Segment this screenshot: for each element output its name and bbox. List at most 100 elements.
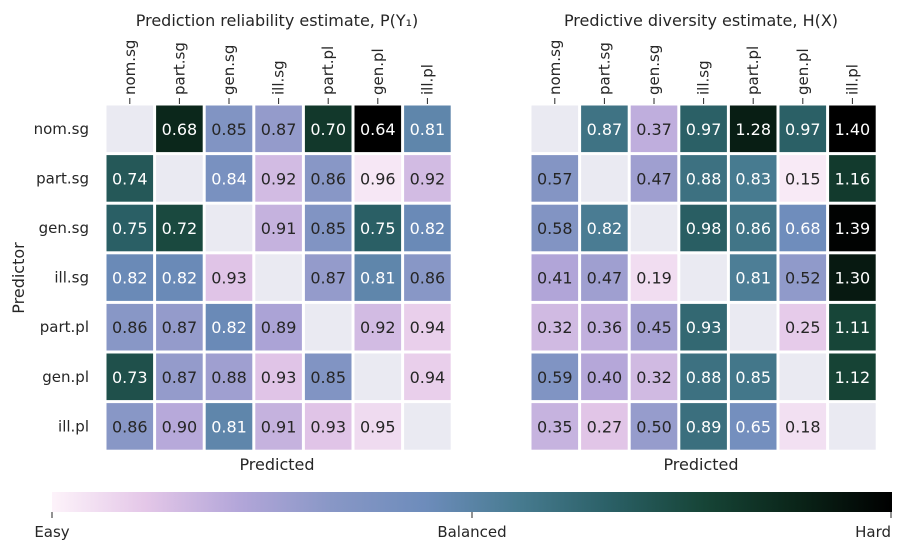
cell-part.pl-ill.pl-label: 1.11 <box>835 318 871 337</box>
cell-ill.sg-gen.pl-label: 0.52 <box>785 269 821 288</box>
cell-ill.sg-ill.pl-label: 0.86 <box>410 269 446 288</box>
cell-ill.sg-nom.sg-label: 0.82 <box>112 269 148 288</box>
cell-part.pl-gen.sg <box>630 303 678 351</box>
cell-part.sg-gen.sg-label: 0.84 <box>211 169 247 188</box>
colorbar-gradient <box>52 492 892 512</box>
cell-gen.sg-ill.sg <box>255 204 302 252</box>
cell-gen.sg-nom.sg <box>106 204 154 252</box>
cell-ill.sg-part.sg <box>156 254 203 301</box>
x-tick-label-gen.pl: gen.pl <box>794 48 812 95</box>
cell-gen.sg-gen.sg-empty <box>205 204 253 252</box>
cell-part.sg-gen.pl-label: 0.96 <box>360 169 396 188</box>
cell-gen.pl-part.sg-label: 0.40 <box>587 368 623 387</box>
x-tick-label-ill.pl: ill.pl <box>843 64 861 95</box>
cell-ill.pl-part.pl-label: 0.93 <box>310 417 346 436</box>
x-tick-label-part.pl: part.pl <box>319 46 337 95</box>
cell-gen.pl-nom.sg <box>106 353 154 401</box>
y-tick-labels-reliability: nom.sg part.sg gen.sg ill.sg part.pl gen.pl il… <box>34 120 89 436</box>
cell-ill.pl-part.sg <box>156 403 203 450</box>
chart-title-diversity: Predictive diversity estimate, H(X) <box>564 11 838 30</box>
cell-part.sg-ill.sg-label: 0.92 <box>261 169 297 188</box>
cell-ill.pl-nom.sg-label: 0.35 <box>537 417 573 436</box>
cell-part.pl-gen.pl-label: 0.92 <box>360 318 396 337</box>
cell-ill.sg-ill.sg-empty <box>680 254 727 301</box>
cell-part.sg-nom.sg-label: 0.74 <box>112 169 148 188</box>
cell-part.pl-gen.pl <box>354 303 402 351</box>
cell-part.sg-ill.pl <box>404 155 451 202</box>
cell-ill.pl-gen.pl-label: 0.95 <box>360 417 396 436</box>
cell-gen.pl-part.pl-label: 0.85 <box>735 368 771 387</box>
cell-nom.sg-ill.pl-label: 0.81 <box>410 120 446 139</box>
cell-part.sg-ill.pl <box>829 155 876 202</box>
cell-gen.sg-ill.sg-label: 0.98 <box>686 219 722 238</box>
cell-ill.pl-part.pl <box>304 403 352 450</box>
cell-nom.sg-gen.pl <box>779 105 827 153</box>
cell-nom.sg-gen.pl-label: 0.64 <box>360 120 396 139</box>
cell-ill.pl-gen.sg-label: 0.81 <box>211 417 247 436</box>
x-tick-label-nom.sg: nom.sg <box>546 40 564 95</box>
cell-ill.pl-ill.sg <box>680 403 727 450</box>
cell-nom.sg-part.sg <box>156 105 203 153</box>
cell-part.sg-part.pl-label: 0.86 <box>310 169 346 188</box>
cell-part.sg-ill.pl-label: 0.92 <box>410 169 446 188</box>
cell-gen.pl-ill.sg <box>255 353 302 401</box>
x-axis-label-diversity: Predicted <box>663 455 738 474</box>
cell-nom.sg-part.sg-label: 0.68 <box>162 120 198 139</box>
cell-part.pl-ill.pl <box>404 303 451 351</box>
cell-ill.sg-part.sg <box>581 254 628 301</box>
cell-part.pl-gen.sg-label: 0.82 <box>211 318 247 337</box>
cell-part.sg-part.pl <box>729 155 777 202</box>
cell-ill.sg-gen.sg-label: 0.93 <box>211 269 247 288</box>
cell-part.sg-part.pl-label: 0.83 <box>735 169 771 188</box>
cell-nom.sg-nom.sg-empty <box>106 105 154 153</box>
cell-part.sg-gen.sg-label: 0.47 <box>636 169 672 188</box>
cell-part.pl-nom.sg-label: 0.86 <box>112 318 148 337</box>
cell-gen.pl-ill.sg-label: 0.88 <box>686 368 722 387</box>
cell-gen.pl-ill.pl-label: 1.12 <box>835 368 871 387</box>
cell-nom.sg-part.pl <box>304 105 352 153</box>
cell-nom.sg-nom.sg-empty <box>531 105 579 153</box>
cell-gen.pl-ill.pl-label: 0.94 <box>410 368 446 387</box>
cell-part.pl-ill.pl <box>829 303 876 351</box>
cell-gen.pl-nom.sg-label: 0.59 <box>537 368 573 387</box>
cell-part.sg-part.sg-empty <box>581 155 628 202</box>
cell-nom.sg-ill.pl <box>404 105 451 153</box>
cell-ill.sg-ill.pl <box>829 254 876 301</box>
cell-gen.pl-gen.pl-empty <box>779 353 827 401</box>
cell-part.pl-gen.sg <box>205 303 253 351</box>
x-tick-label-ill.pl: ill.pl <box>418 64 436 95</box>
cell-ill.sg-gen.sg-label: 0.19 <box>636 269 672 288</box>
x-tick-label-part.pl: part.pl <box>744 46 762 95</box>
cell-ill.sg-gen.sg <box>205 254 253 301</box>
cell-ill.sg-ill.sg-empty <box>255 254 302 301</box>
cell-ill.sg-part.pl-label: 0.87 <box>310 269 346 288</box>
x-tick-label-ill.sg: ill.sg <box>695 60 713 95</box>
cell-ill.sg-part.pl <box>729 254 777 301</box>
cell-gen.pl-ill.sg <box>680 353 727 401</box>
cell-part.sg-ill.sg <box>680 155 727 202</box>
cell-gen.sg-part.sg <box>156 204 203 252</box>
cell-part.pl-gen.pl <box>779 303 827 351</box>
cell-ill.sg-gen.pl <box>779 254 827 301</box>
colorbar-label-balanced: Balanced <box>437 523 506 541</box>
cell-part.pl-part.sg <box>581 303 628 351</box>
cell-gen.sg-ill.sg <box>680 204 727 252</box>
cell-part.pl-nom.sg-label: 0.32 <box>537 318 573 337</box>
cell-ill.pl-gen.pl <box>354 403 402 450</box>
cell-part.sg-gen.sg <box>630 155 678 202</box>
cell-ill.sg-ill.pl-label: 1.30 <box>835 269 871 288</box>
cell-gen.pl-part.sg-label: 0.87 <box>162 368 198 387</box>
cell-ill.sg-gen.sg <box>630 254 678 301</box>
cell-ill.pl-part.sg-label: 0.90 <box>162 417 198 436</box>
cell-gen.pl-ill.pl <box>404 353 451 401</box>
cell-part.pl-nom.sg <box>531 303 579 351</box>
cell-nom.sg-part.sg <box>581 105 628 153</box>
x-tick-labels-diversity: nom.sg part.sg gen.sg ill.sg part.pl gen.pl il… <box>546 40 861 104</box>
cell-part.pl-ill.sg <box>680 303 727 351</box>
cell-part.pl-ill.sg-label: 0.93 <box>686 318 722 337</box>
y-axis-label-predictor: Predictor <box>9 242 28 314</box>
cell-ill.pl-ill.pl-empty <box>829 403 876 450</box>
cell-gen.sg-ill.sg-label: 0.91 <box>261 219 297 238</box>
cell-ill.sg-part.pl <box>304 254 352 301</box>
